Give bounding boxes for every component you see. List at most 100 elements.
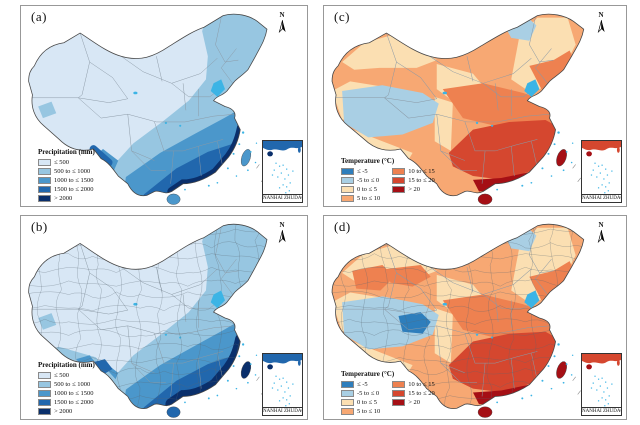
legend-item: -5 to ≤ 0 (341, 389, 380, 397)
north-arrow: N (594, 222, 608, 244)
map-legend: Precipitation (mm) ≤ 500 500 to ≤ 1000 100… (38, 148, 95, 202)
map-legend: Precipitation (mm) ≤ 500 500 to ≤ 1000 100… (38, 361, 95, 415)
legend-swatch (38, 380, 51, 388)
legend-swatch (38, 158, 51, 166)
legend-swatch (341, 407, 354, 415)
panel-a: (a) N Precipitation (mm) ≤ 500 500 to ≤ 1… (20, 5, 308, 207)
legend-item: ≤ -5 (341, 167, 380, 175)
legend-swatch (38, 176, 51, 184)
nanhai-inset-map (582, 141, 621, 197)
legend-label: 0 to ≤ 5 (357, 398, 377, 406)
legend-swatch (341, 176, 354, 184)
legend-label: 1500 to ≤ 2000 (54, 185, 94, 193)
north-label: N (279, 221, 285, 229)
legend-swatch (392, 176, 406, 184)
legend-item: 1500 to ≤ 2000 (38, 398, 95, 406)
legend-label: ≤ 500 (54, 371, 69, 379)
panel-label: (a) (31, 9, 47, 24)
legend-item: > 20 (392, 185, 435, 193)
legend-item: > 20 (392, 398, 435, 406)
legend-swatch (38, 407, 51, 415)
legend-title: Precipitation (mm) (38, 361, 95, 369)
legend-item: 500 to ≤ 1000 (38, 380, 95, 388)
legend-label: 15 to ≤ 20 (408, 176, 435, 184)
legend-item: 5 to ≤ 10 (341, 407, 380, 415)
north-label: N (279, 11, 285, 19)
legend-swatch (341, 194, 354, 202)
legend-item: ≤ -5 (341, 380, 380, 388)
legend-label: 5 to ≤ 10 (357, 194, 381, 202)
legend-item: 1500 to ≤ 2000 (38, 185, 95, 193)
legend-title: Temperature (°C) (341, 157, 395, 165)
nanhai-inset-map (263, 141, 302, 197)
legend-swatch (392, 167, 406, 175)
nanhai-inset: NANHAI ZHUDAO (262, 353, 303, 416)
legend-label: 5 to ≤ 10 (357, 407, 381, 415)
legend-label: -5 to ≤ 0 (357, 389, 380, 397)
north-label: N (598, 221, 604, 229)
legend-item: 0 to ≤ 5 (341, 398, 380, 406)
legend-title: Temperature (°C) (341, 370, 395, 378)
legend-label: 500 to ≤ 1000 (54, 380, 91, 388)
legend-item: 1000 to ≤ 1500 (38, 176, 95, 184)
legend-swatch (392, 380, 406, 388)
legend-swatch (341, 380, 354, 388)
legend-item: 10 to ≤ 15 (392, 167, 435, 175)
legend-label: -5 to ≤ 0 (357, 176, 380, 184)
legend-item: 500 to ≤ 1000 (38, 167, 95, 175)
nanhai-inset-label: NANHAI ZHUDAO (263, 194, 302, 202)
legend-swatch (392, 398, 406, 406)
legend-swatch (38, 185, 51, 193)
legend-label: 500 to ≤ 1000 (54, 167, 91, 175)
legend-item: > 2000 (38, 194, 95, 202)
panel-label: (b) (31, 219, 48, 234)
legend-label: 1000 to ≤ 1500 (54, 389, 94, 397)
legend-swatch (38, 398, 51, 406)
legend-item: ≤ 500 (38, 371, 95, 379)
legend-label: 1500 to ≤ 2000 (54, 398, 94, 406)
legend-item: 15 to ≤ 20 (392, 389, 435, 397)
north-label: N (598, 11, 604, 19)
nanhai-inset: NANHAI ZHUDAO (581, 353, 622, 416)
legend-label: 15 to ≤ 20 (408, 389, 435, 397)
legend-label: ≤ 500 (54, 158, 69, 166)
china-map-temperature-basins (331, 223, 585, 418)
compass-needle-icon (597, 20, 605, 34)
china-map-temperature-provinces (331, 13, 585, 205)
legend-swatch (38, 389, 51, 397)
legend-label: 10 to ≤ 15 (408, 380, 435, 388)
north-arrow: N (275, 12, 289, 34)
nanhai-inset-label: NANHAI ZHUDAO (582, 407, 621, 415)
legend-label: ≤ -5 (357, 167, 368, 175)
legend-label: > 20 (408, 185, 421, 193)
nanhai-inset-label: NANHAI ZHUDAO (263, 407, 302, 415)
legend-label: > 2000 (54, 194, 73, 202)
legend-label: ≤ -5 (357, 380, 368, 388)
panel-label: (d) (334, 219, 351, 234)
legend-swatch (341, 389, 354, 397)
legend-label: > 2000 (54, 407, 73, 415)
legend-item: 1000 to ≤ 1500 (38, 389, 95, 397)
legend-label: 1000 to ≤ 1500 (54, 176, 94, 184)
legend-item: > 2000 (38, 407, 95, 415)
legend-item: 5 to ≤ 10 (341, 194, 380, 202)
legend-swatch (392, 185, 406, 193)
north-arrow: N (594, 12, 608, 34)
legend-swatch (38, 167, 51, 175)
legend-label: > 20 (408, 398, 421, 406)
legend-item: 0 to ≤ 5 (341, 185, 380, 193)
legend-items: ≤ 500 500 to ≤ 1000 1000 to ≤ 1500 1500 to … (38, 371, 95, 415)
nanhai-inset: NANHAI ZHUDAO (581, 140, 622, 203)
compass-needle-icon (278, 230, 286, 244)
legend-title: Precipitation (mm) (38, 148, 95, 156)
legend-label: 10 to ≤ 15 (408, 167, 435, 175)
nanhai-inset: NANHAI ZHUDAO (262, 140, 303, 203)
compass-needle-icon (278, 20, 286, 34)
